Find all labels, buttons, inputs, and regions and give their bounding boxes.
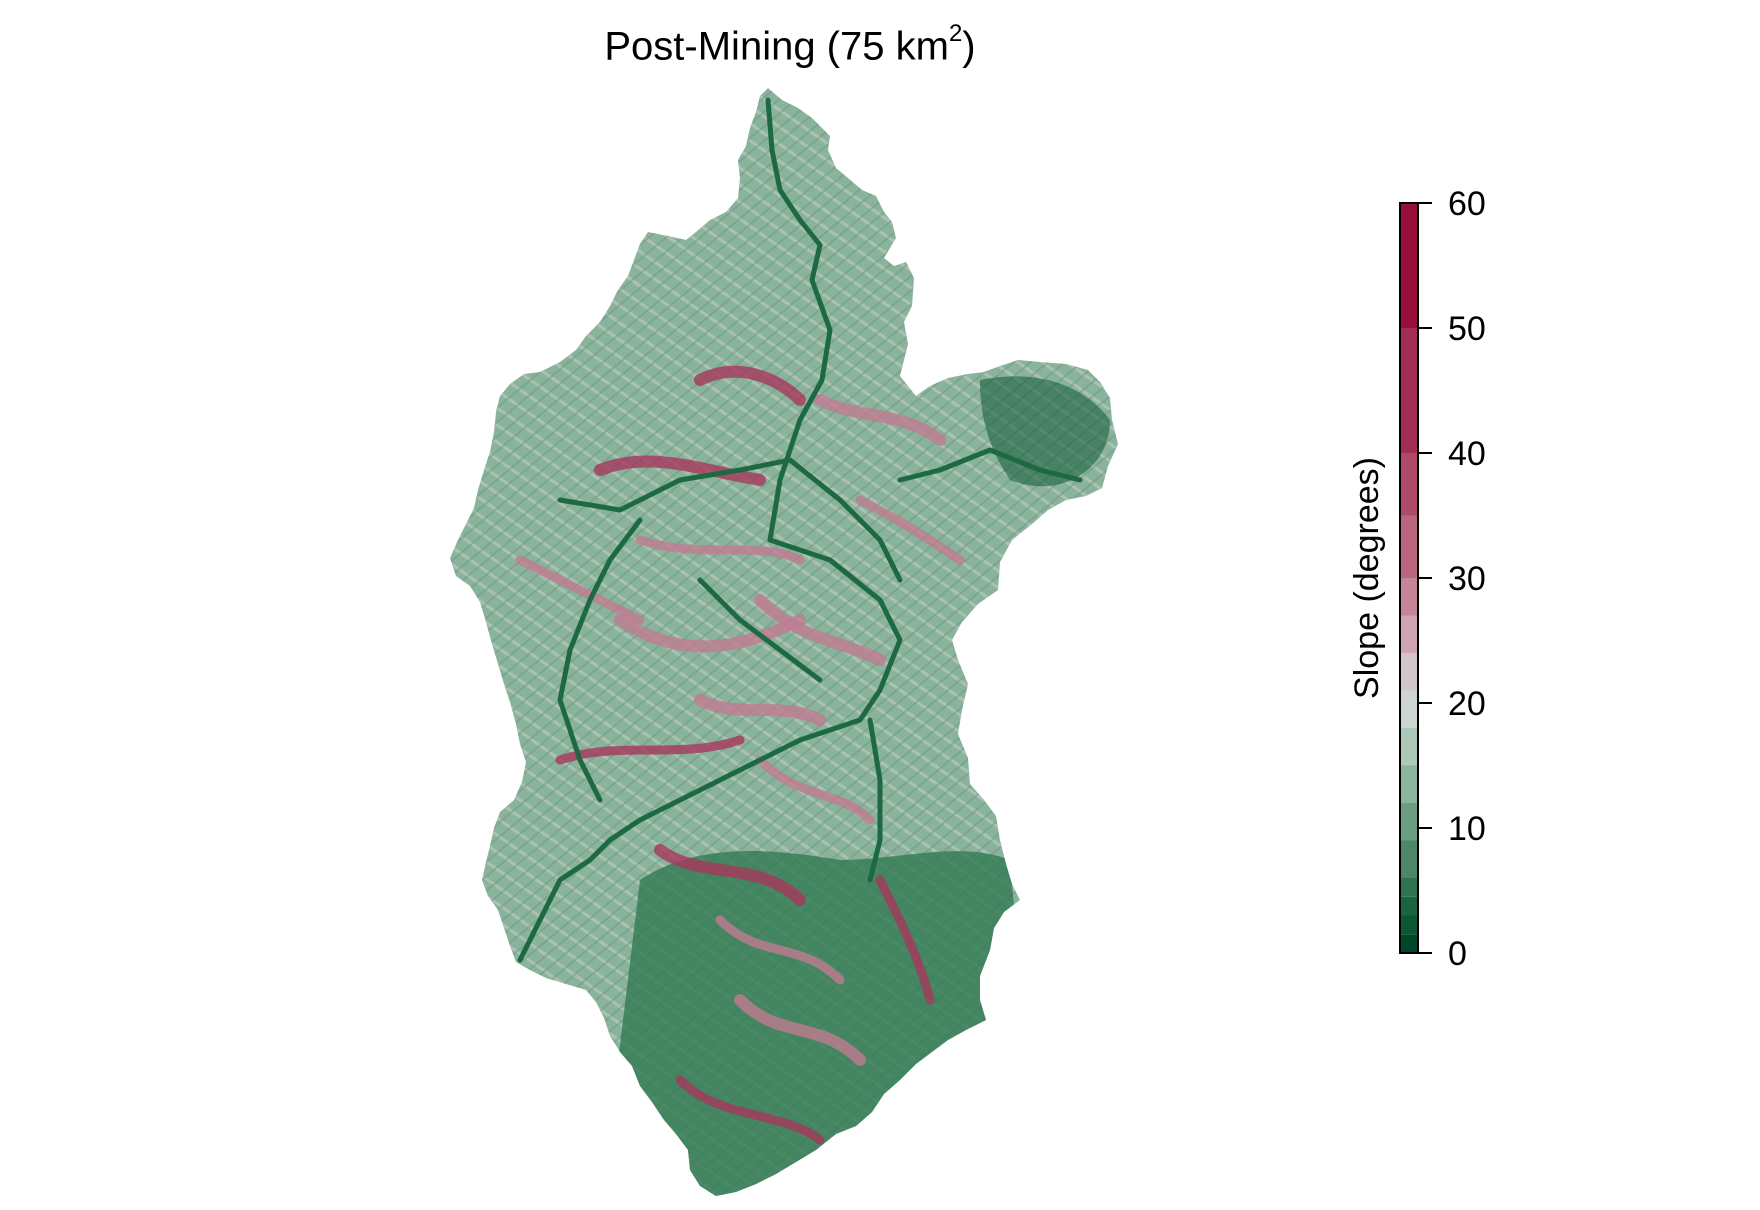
legend-tick-label: 40 [1448, 435, 1486, 473]
legend-color-step [1400, 915, 1418, 935]
legend-tick-label: 30 [1448, 560, 1486, 598]
map-title-suffix: ) [962, 24, 976, 69]
legend-color-step [1400, 840, 1418, 878]
steep-band [555, 735, 745, 765]
legend-color-step [1400, 653, 1418, 691]
legend-tick-label: 10 [1448, 810, 1486, 848]
legend-color-step [1400, 615, 1418, 653]
steep-band [754, 594, 886, 666]
steep-band [715, 915, 845, 985]
legend-ticks: 0 10 20 30 40 50 60 [1418, 185, 1486, 973]
map-title-text: Post-Mining (75 km [604, 24, 949, 69]
steep-band [614, 614, 806, 653]
legend-color-step [1400, 578, 1418, 616]
legend-color-step [1400, 690, 1418, 728]
steep-band [515, 555, 645, 625]
steep-band [855, 495, 965, 565]
steep-band [755, 755, 875, 825]
legend-color-step [1400, 765, 1418, 803]
legend-color-step [1400, 803, 1418, 841]
legend-tick-label: 50 [1448, 310, 1486, 348]
steep-band [635, 535, 805, 565]
legend-tick-label: 60 [1448, 185, 1486, 223]
legend-tick-label: 20 [1448, 685, 1486, 723]
legend-color-step [1400, 878, 1418, 897]
legend-color-step [1400, 728, 1418, 766]
legend-tick-label: 0 [1448, 935, 1467, 973]
slope-map [450, 88, 1118, 1196]
steep-band [694, 694, 826, 726]
stream-channels [517, 97, 1083, 963]
steep-band [594, 455, 766, 486]
legend-color-step [1400, 328, 1418, 453]
map-title-superscript: 2 [948, 20, 963, 47]
steep-band [694, 365, 806, 406]
legend-color-step [1400, 515, 1418, 578]
steep-band [814, 394, 946, 446]
steep-slope-bands [515, 365, 965, 1145]
legend-colorbar [1400, 203, 1418, 953]
legend-color-step [1400, 934, 1418, 953]
steep-band [875, 875, 935, 1005]
legend-label: Slope (degrees) [1348, 457, 1386, 699]
steep-band [675, 1075, 825, 1145]
steep-band [734, 994, 866, 1066]
legend-color-step [1400, 896, 1418, 916]
legend-color-step [1400, 203, 1418, 328]
map-title: Post-Mining (75 km2) [0, 20, 1580, 69]
legend-color-step [1400, 453, 1418, 516]
steep-band [654, 844, 806, 906]
